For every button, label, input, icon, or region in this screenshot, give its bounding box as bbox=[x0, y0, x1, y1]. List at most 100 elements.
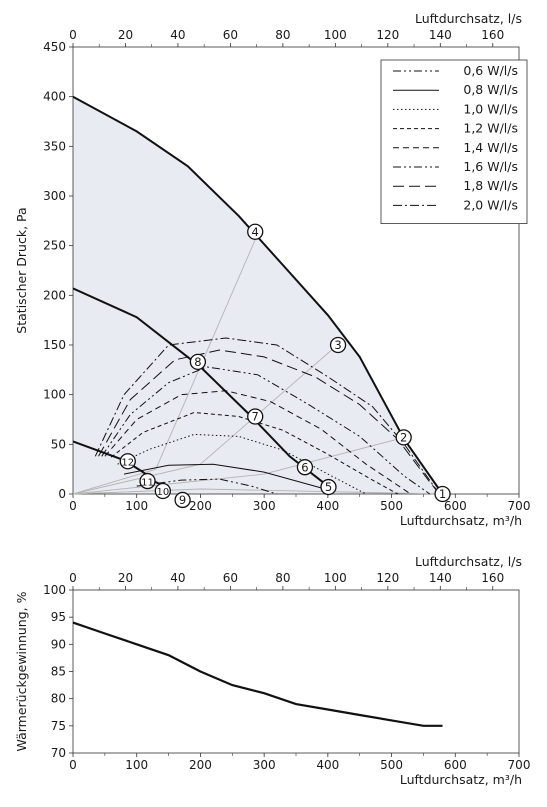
legend: 0,6 W/l/s 0,8 W/l/s 1,0 W/l/s 1,2 W/l/s 1,4 … bbox=[380, 59, 528, 225]
operating-envelope-area bbox=[73, 96, 443, 495]
x2-axis-label: Luftdurchsatz, l/s bbox=[415, 11, 522, 26]
system-curve bbox=[73, 233, 259, 495]
x2-tick-label: 20 bbox=[118, 28, 133, 42]
x-tick-label: 0 bbox=[69, 499, 77, 513]
legend-label: 0,8 W/l/s bbox=[463, 82, 518, 97]
chart-1: 0 100 200 300 400 500 600 700050100150200250300… bbox=[14, 11, 530, 528]
y-tick-label: 95 bbox=[51, 610, 66, 624]
plot-area bbox=[73, 621, 443, 727]
x-tick-label: 700 bbox=[508, 758, 531, 772]
power-curve bbox=[98, 349, 440, 495]
x2-tick-label: 160 bbox=[481, 571, 504, 585]
point-marker-9: 9 bbox=[174, 491, 191, 509]
x2-tick-label: 120 bbox=[376, 571, 399, 585]
x2-tick-label: 0 bbox=[69, 28, 77, 42]
point-marker-6: 6 bbox=[296, 459, 314, 476]
point-label: 11 bbox=[141, 477, 154, 488]
x-tick-label: 100 bbox=[125, 758, 148, 772]
legend-box bbox=[380, 59, 528, 225]
power-curve bbox=[104, 390, 411, 495]
power-curve bbox=[94, 337, 440, 495]
x-tick-label: 600 bbox=[444, 758, 467, 772]
point-circle bbox=[189, 353, 207, 371]
point-circle bbox=[320, 478, 337, 496]
point-marker-5: 5 bbox=[320, 478, 337, 496]
fan-curve bbox=[73, 95, 444, 495]
point-circle bbox=[247, 408, 264, 425]
y-tick-label: 350 bbox=[43, 139, 66, 153]
x2-tick-label: 120 bbox=[376, 28, 399, 42]
point-marker-1: 1 bbox=[434, 485, 451, 503]
x2-tick-label: 80 bbox=[275, 28, 290, 42]
x-tick-label: 600 bbox=[444, 499, 467, 513]
legend-label: 1,0 W/l/s bbox=[463, 101, 518, 116]
x-axis-label: Luftdurchsatz, m³/h bbox=[400, 513, 522, 528]
point-label: 10 bbox=[156, 487, 169, 498]
y-tick-label: 250 bbox=[43, 239, 66, 253]
point-circle bbox=[119, 453, 136, 470]
heat-recovery-line bbox=[73, 621, 443, 727]
point-circle bbox=[174, 491, 191, 509]
point-circle bbox=[154, 482, 171, 500]
point-marker-8: 8 bbox=[189, 353, 207, 371]
x-tick-label: 500 bbox=[380, 499, 403, 513]
plot-frame bbox=[72, 589, 520, 754]
y-tick-label: 90 bbox=[51, 637, 66, 651]
y-tick-label: 100 bbox=[43, 388, 66, 402]
x2-tick-label: 80 bbox=[275, 571, 290, 585]
x2-tick-label: 100 bbox=[324, 28, 347, 42]
x-tick-label: 300 bbox=[253, 758, 276, 772]
x2-axis-label: Luftdurchsatz, l/s bbox=[415, 554, 522, 569]
power-curve bbox=[110, 411, 399, 495]
point-circle bbox=[139, 472, 156, 490]
point-label: 9 bbox=[179, 493, 186, 507]
y-axis-label: Statischer Druck, Pa bbox=[14, 207, 29, 333]
y-tick-label: 75 bbox=[51, 719, 66, 733]
fan-curve bbox=[73, 287, 329, 487]
point-marker-4: 4 bbox=[247, 223, 264, 240]
y-tick-label: 450 bbox=[43, 40, 66, 54]
y-tick-label: 200 bbox=[43, 288, 66, 302]
y-tick-label: 85 bbox=[51, 665, 66, 679]
point-marker-12: 12 bbox=[119, 453, 136, 470]
x2-tick-label: 40 bbox=[170, 571, 185, 585]
point-label: 3 bbox=[334, 338, 341, 352]
x-tick-label: 100 bbox=[125, 499, 148, 513]
power-curve bbox=[101, 366, 431, 495]
x-tick-label: 0 bbox=[69, 758, 77, 772]
x-tick-label: 200 bbox=[189, 758, 212, 772]
y-tick-label: 50 bbox=[51, 437, 66, 451]
x2-tick-label: 160 bbox=[481, 28, 504, 42]
x-tick-label: 200 bbox=[189, 499, 212, 513]
point-label: 12 bbox=[121, 457, 134, 468]
legend-label: 2,0 W/l/s bbox=[463, 197, 518, 212]
y-tick-label: 400 bbox=[43, 90, 66, 104]
point-label: 2 bbox=[400, 431, 407, 445]
point-marker-3: 3 bbox=[329, 336, 347, 354]
point-circle bbox=[247, 223, 264, 240]
point-label: 5 bbox=[325, 480, 332, 494]
y-tick-label: 70 bbox=[51, 746, 66, 760]
point-circle bbox=[434, 485, 451, 503]
x2-tick-label: 100 bbox=[324, 571, 347, 585]
x2-tick-label: 140 bbox=[429, 28, 452, 42]
y-axis-label: Wärmerückgewinnung, % bbox=[14, 591, 29, 751]
point-circle bbox=[395, 429, 412, 446]
legend-label: 1,4 W/l/s bbox=[463, 140, 518, 155]
x-tick-label: 500 bbox=[380, 758, 403, 772]
plot-area bbox=[73, 95, 444, 495]
point-label: 6 bbox=[301, 460, 308, 474]
point-label: 1 bbox=[439, 487, 446, 501]
y-tick-label: 100 bbox=[43, 583, 66, 597]
x2-tick-label: 60 bbox=[223, 28, 238, 42]
x-tick-label: 400 bbox=[316, 499, 339, 513]
point-circle bbox=[296, 459, 314, 476]
system-curve bbox=[73, 488, 443, 495]
legend-label: 0,6 W/l/s bbox=[463, 63, 518, 78]
point-label: 8 bbox=[194, 355, 201, 369]
point-marker-10: 10 bbox=[154, 482, 171, 500]
x-axis-label: Luftdurchsatz, m³/h bbox=[400, 772, 522, 787]
